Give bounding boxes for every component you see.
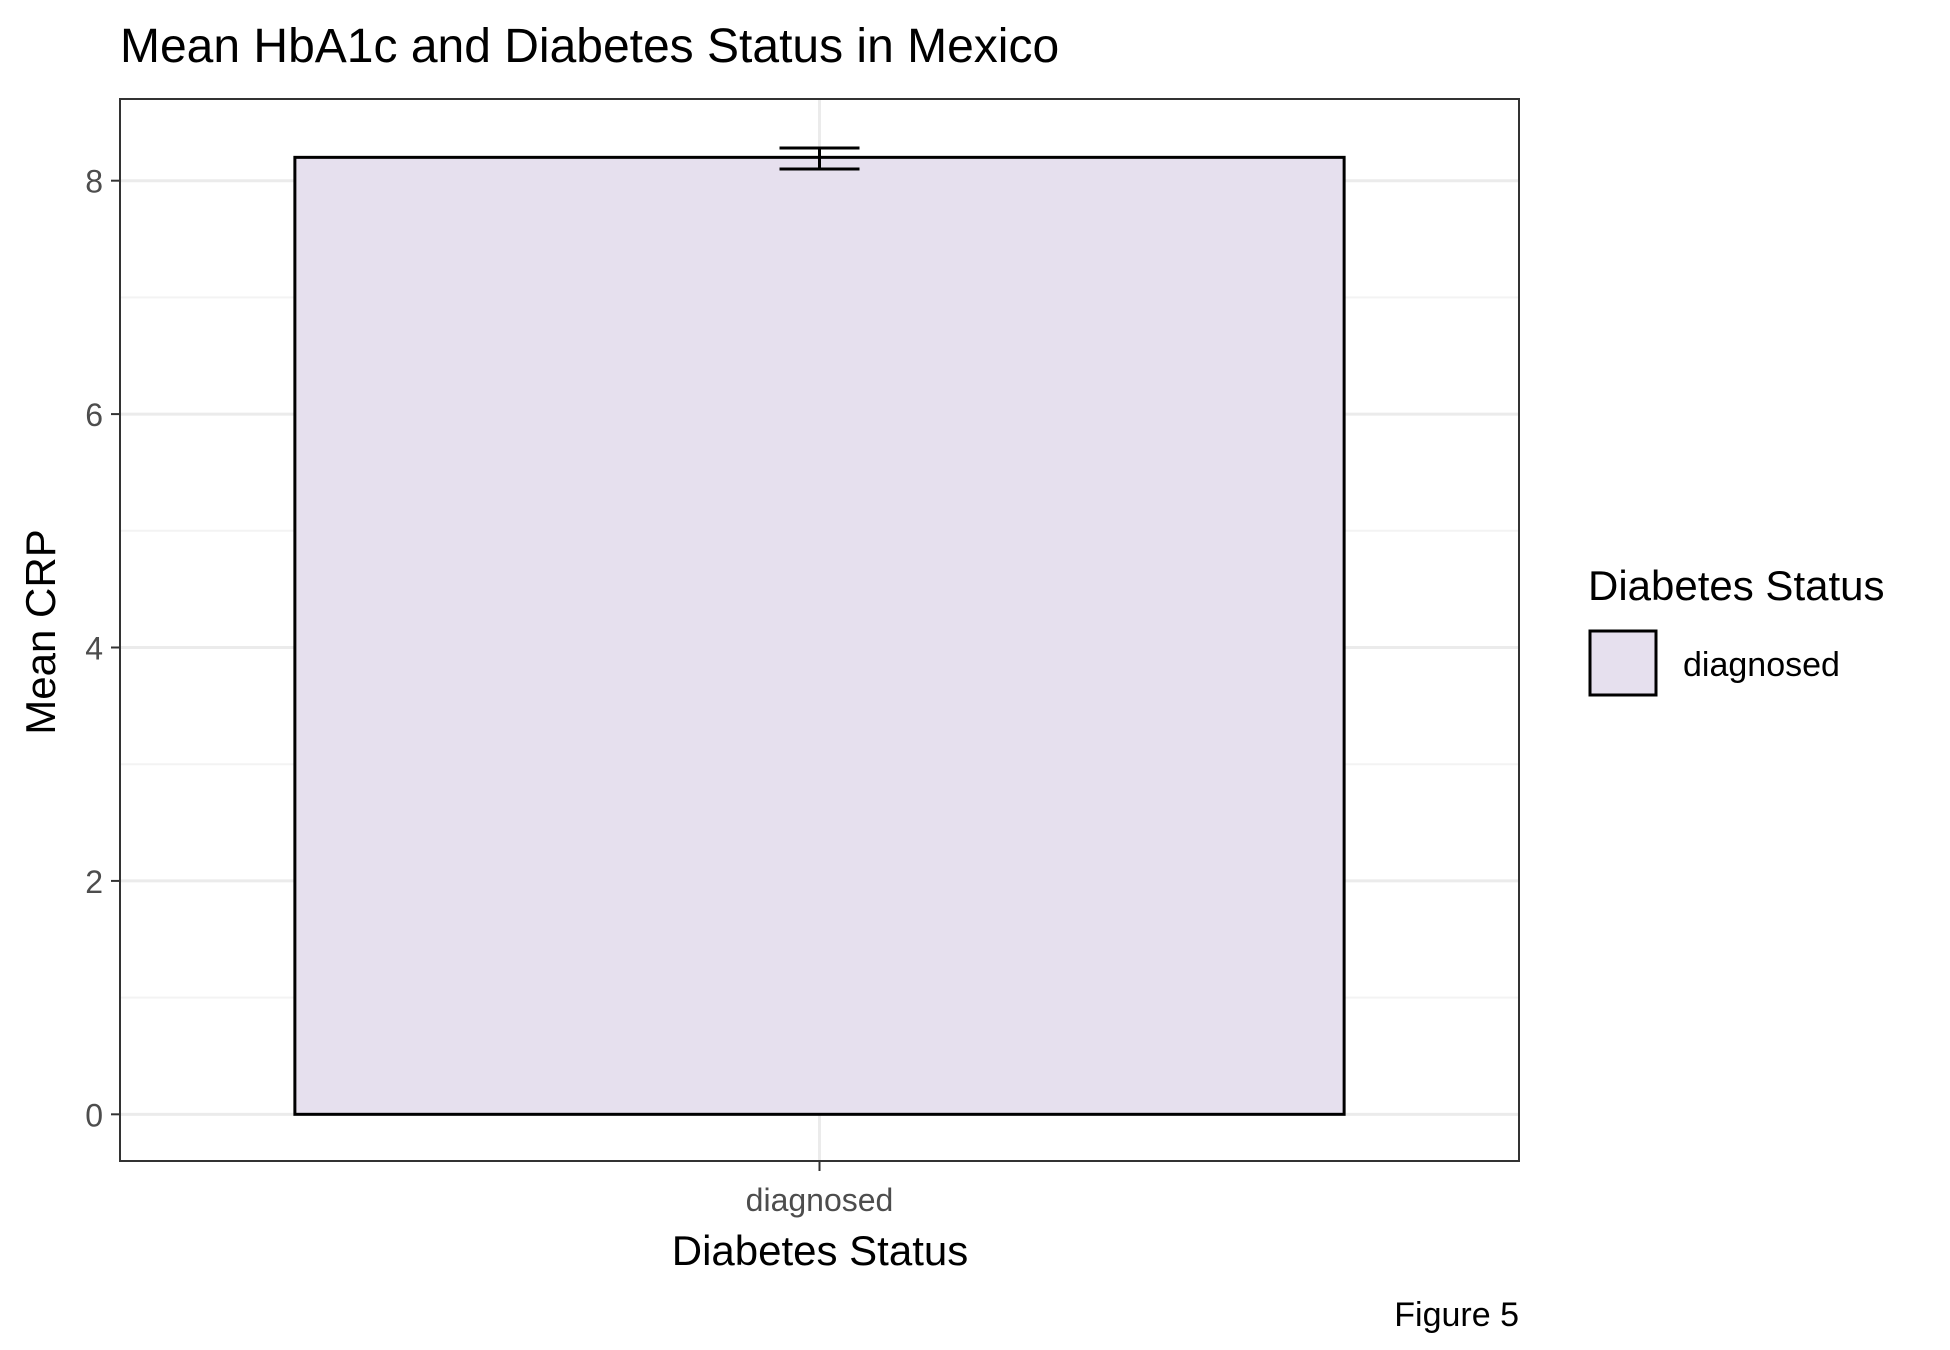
x-axis: diagnosed [746,1161,894,1218]
y-tick-label: 2 [85,864,103,900]
chart-title: Mean HbA1c and Diabetes Status in Mexico [120,20,1059,73]
legend: Diabetes Status diagnosed [1588,562,1885,697]
x-axis-title: Diabetes Status [672,1227,969,1274]
y-axis-title: Mean CRP [17,529,64,734]
legend-key-diagnosed [1588,629,1658,697]
figure-caption: Figure 5 [1394,1296,1519,1334]
bar-diagnosed [293,155,1346,1116]
legend-label-diagnosed: diagnosed [1683,646,1840,684]
legend-title: Diabetes Status [1588,562,1885,609]
error-bars [779,146,860,171]
y-tick-label: 8 [85,164,103,200]
y-axis: 0 2 4 6 8 [85,164,120,1133]
y-tick-label: 6 [85,397,103,433]
x-tick-label: diagnosed [746,1182,894,1218]
plot-panel [119,98,1520,1162]
bars [293,155,1346,1116]
y-tick-label: 0 [85,1097,103,1133]
y-tick-label: 4 [85,631,103,667]
